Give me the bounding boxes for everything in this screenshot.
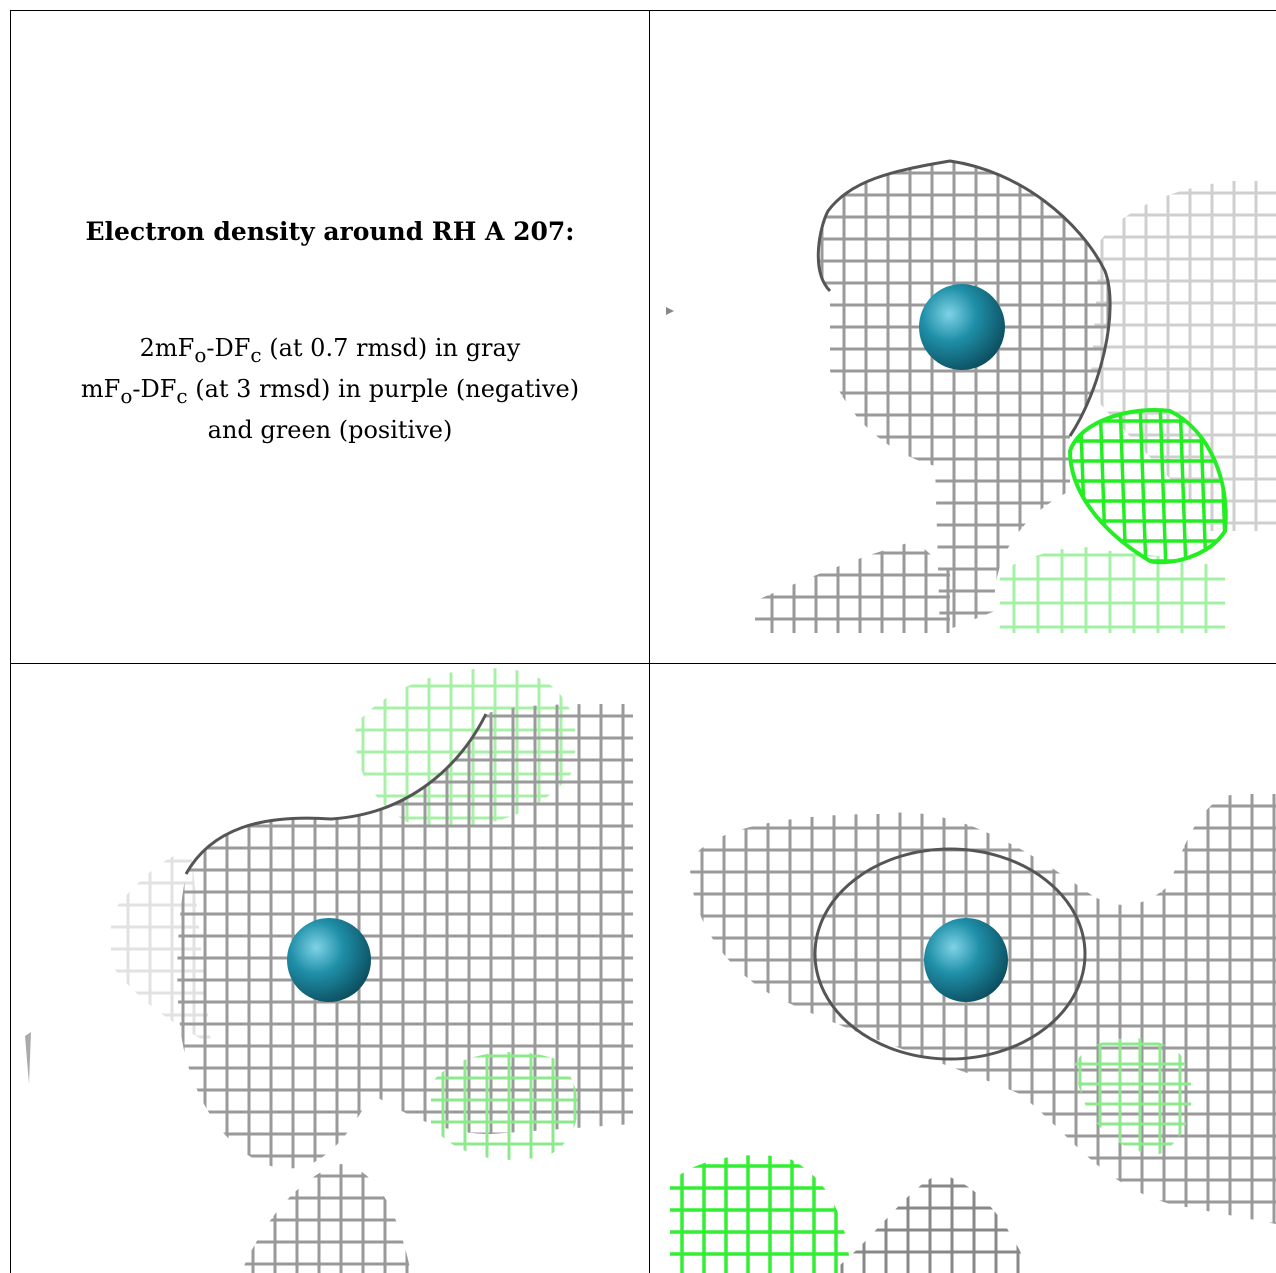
- atom-sphere: [287, 918, 371, 1002]
- caption-description: 2mFo-DFc (at 0.7 rmsd) in gray mFo-DFc (…: [11, 331, 649, 447]
- caption-panel: Electron density around RH A 207: 2mFo-D…: [11, 11, 649, 663]
- caption-line-green: and green (positive): [11, 413, 649, 447]
- arrow-marker-icon: [666, 307, 674, 315]
- gray-mesh-lower: [750, 531, 960, 633]
- caption-title: Electron density around RH A 207:: [11, 217, 649, 246]
- caption-line-2mfo: 2mFo-DFc (at 0.7 rmsd) in gray: [11, 331, 649, 372]
- density-view-bottom-right: [650, 664, 1276, 1273]
- caption-line-mfo: mFo-DFc (at 3 rmsd) in purple (negative): [11, 372, 649, 413]
- atom-sphere: [919, 284, 1005, 370]
- gray-mesh-lower: [820, 1164, 1040, 1273]
- density-view-bottom-left: [11, 664, 633, 1273]
- green-mesh: [660, 1144, 860, 1273]
- atom-sphere: [924, 918, 1008, 1002]
- density-view-top-right: [650, 11, 1276, 633]
- gray-mesh-lower: [231, 1154, 421, 1273]
- gray-mesh: [800, 151, 1130, 633]
- green-mesh-light: [990, 531, 1240, 633]
- mesh-fragment-icon: [25, 1032, 31, 1084]
- gray-mesh-light: [1080, 171, 1276, 551]
